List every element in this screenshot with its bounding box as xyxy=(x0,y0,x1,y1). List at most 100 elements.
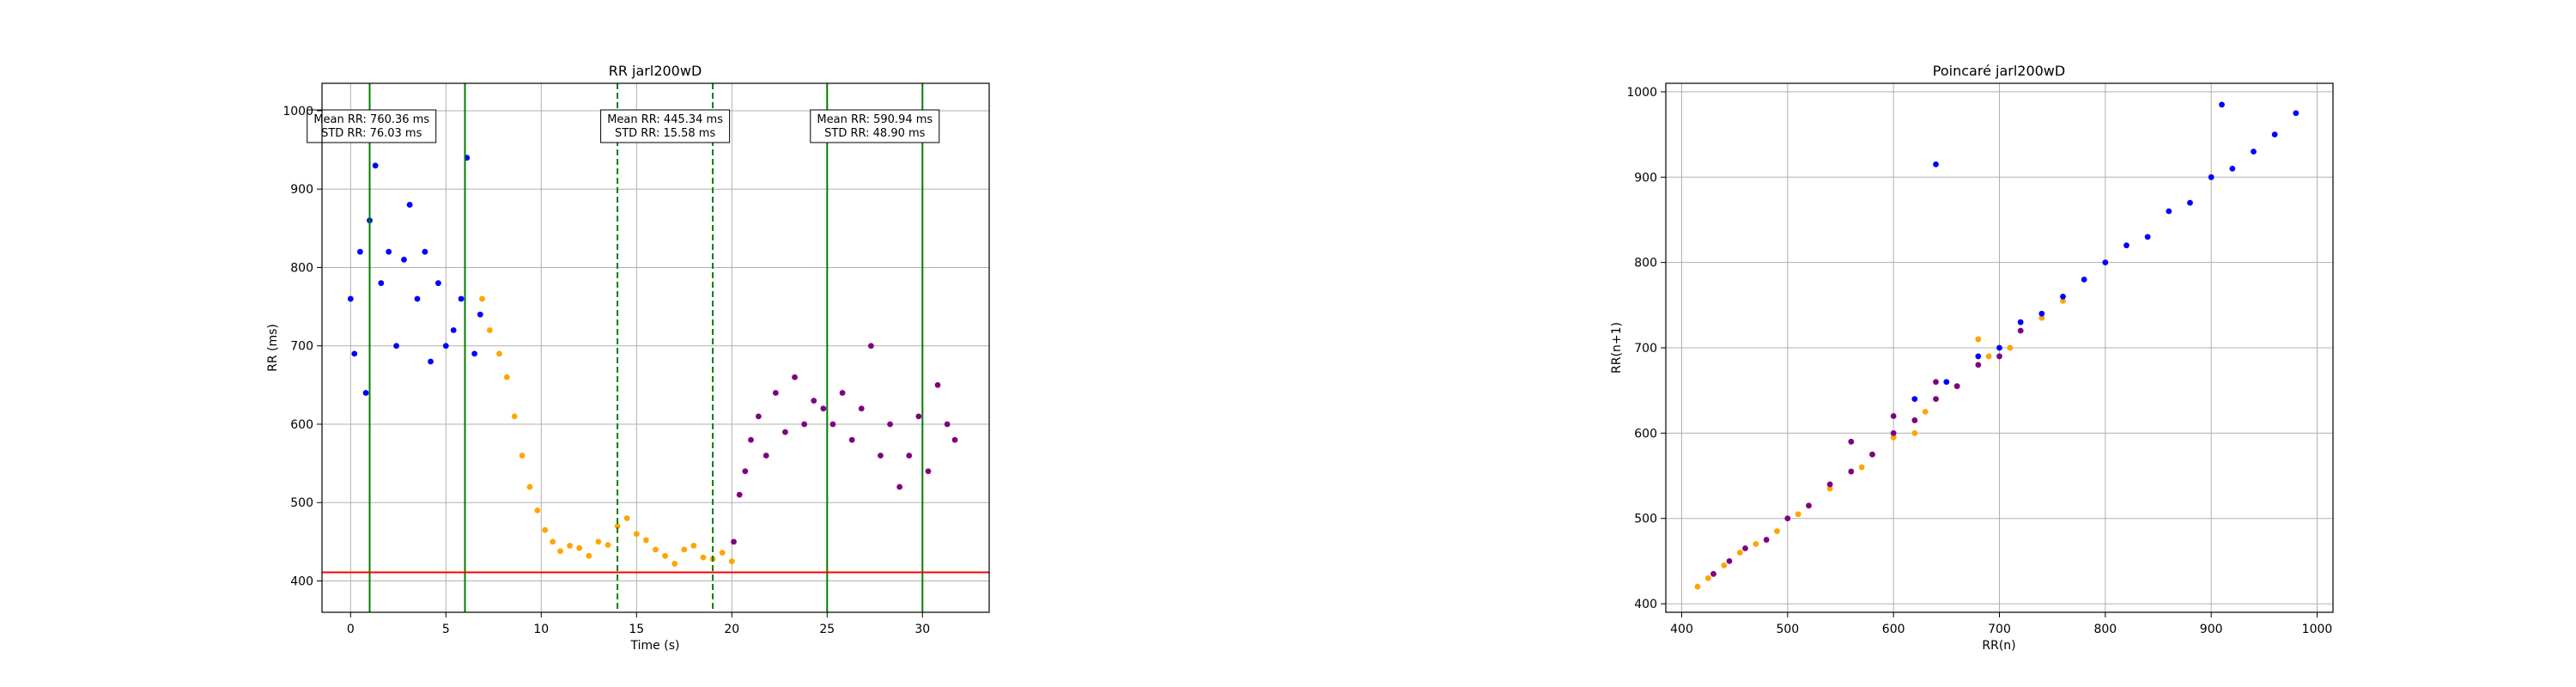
rr-point-blue xyxy=(459,296,465,302)
rr-point-orange xyxy=(519,453,526,459)
poincare-x-tick-label: 500 xyxy=(1776,623,1799,636)
poincare-x-axis-label: RR(n) xyxy=(1982,639,2015,653)
poincare-point-purple xyxy=(1784,515,1790,521)
rr-point-orange xyxy=(596,538,602,544)
rr-point-purple xyxy=(742,468,748,474)
rr-x-tick-label: 20 xyxy=(724,623,739,636)
rr-point-purple xyxy=(756,413,762,419)
rr-annotation-std: STD RR: 76.03 ms xyxy=(321,127,422,140)
rr-point-blue xyxy=(386,249,392,255)
poincare-x-tick-label: 700 xyxy=(1988,623,2011,636)
rr-point-purple xyxy=(915,413,921,419)
rr-point-blue xyxy=(378,280,384,286)
rr-point-purple xyxy=(952,437,958,443)
rr-point-blue xyxy=(435,280,441,286)
poincare-point-blue xyxy=(1996,345,2002,351)
rr-point-purple xyxy=(859,405,865,411)
poincare-point-orange xyxy=(1705,575,1711,581)
rr-point-blue xyxy=(422,249,428,255)
rr-point-blue xyxy=(363,390,369,396)
poincare-x-tick-label: 600 xyxy=(1882,623,1905,636)
rr-point-blue xyxy=(348,296,354,302)
poincare-point-orange xyxy=(1975,337,1981,343)
poincare-point-purple xyxy=(1869,452,1875,458)
poincare-point-orange xyxy=(1911,430,1917,436)
poincare-point-blue xyxy=(2081,277,2087,283)
poincare-point-blue xyxy=(2208,174,2215,180)
rr-x-tick-label: 15 xyxy=(629,623,644,636)
poincare-x-tick-label: 1000 xyxy=(2302,623,2333,636)
poincare-point-blue xyxy=(2229,166,2235,172)
poincare-point-purple xyxy=(1764,537,1770,543)
poincare-x-tick-label: 900 xyxy=(2200,623,2223,636)
rr-point-purple xyxy=(748,437,754,443)
rr-y-tick-label: 400 xyxy=(290,575,313,588)
poincare-point-purple xyxy=(1975,362,1981,368)
poincare-point-orange xyxy=(1721,562,1727,568)
rr-point-orange xyxy=(527,484,533,490)
rr-point-orange xyxy=(634,531,640,537)
rr-point-blue xyxy=(351,350,357,356)
rr-point-orange xyxy=(534,508,540,514)
poincare-y-tick-label: 400 xyxy=(1634,598,1657,611)
poincare-point-purple xyxy=(1848,469,1854,475)
rr-point-purple xyxy=(820,405,826,411)
rr-point-orange xyxy=(605,542,611,548)
rr-point-orange xyxy=(653,547,659,553)
rr-x-tick-label: 5 xyxy=(442,623,450,636)
poincare-y-tick-label: 700 xyxy=(1634,342,1657,356)
poincare-point-blue xyxy=(2018,319,2024,325)
rr-annotation-mean: Mean RR: 590.94 ms xyxy=(817,113,933,126)
rr-y-tick-label: 500 xyxy=(290,496,313,510)
rr-point-blue xyxy=(443,343,449,349)
poincare-x-ticks: 400 500 600 700 800 900 1000 xyxy=(1670,612,2332,636)
rr-point-orange xyxy=(662,553,668,559)
rr-point-blue xyxy=(477,312,483,318)
rr-point-orange xyxy=(624,515,630,521)
poincare-point-purple xyxy=(1996,354,2002,360)
poincare-point-orange xyxy=(1737,550,1743,556)
rr-point-blue xyxy=(357,249,363,255)
rr-point-orange xyxy=(496,350,502,356)
rr-y-tick-label: 800 xyxy=(290,261,313,275)
rr-point-blue xyxy=(393,343,399,349)
poincare-point-purple xyxy=(1911,417,1917,423)
poincare-chart: 400 500 600 700 800 900 1000 40050060070080090… xyxy=(1288,0,2576,687)
rr-point-orange xyxy=(586,553,592,559)
rr-point-blue xyxy=(373,162,379,168)
rr-point-purple xyxy=(801,422,807,428)
poincare-point-blue xyxy=(1911,396,1917,402)
rr-point-purple xyxy=(782,429,788,435)
poincare-point-orange xyxy=(1986,354,1992,360)
poincare-point-blue xyxy=(2251,149,2257,155)
rr-point-purple xyxy=(868,343,874,349)
rr-point-orange xyxy=(576,545,582,551)
poincare-point-blue xyxy=(2038,311,2044,317)
poincare-point-purple xyxy=(1954,383,1960,389)
poincare-point-orange xyxy=(1695,584,1701,590)
rr-point-blue xyxy=(428,359,434,365)
poincare-point-blue xyxy=(2123,242,2129,248)
rr-y-tick-label: 700 xyxy=(290,340,313,354)
rr-point-purple xyxy=(773,390,779,396)
poincare-point-orange xyxy=(1753,541,1759,547)
rr-point-blue xyxy=(415,296,421,302)
rr-x-axis-label: Time (s) xyxy=(630,639,680,653)
rr-x-tick-label: 0 xyxy=(347,623,355,636)
poincare-point-purple xyxy=(1727,558,1733,564)
poincare-y-ticks: 4005006007008009001000 xyxy=(1626,86,1666,611)
poincare-point-purple xyxy=(2018,328,2024,334)
poincare-point-purple xyxy=(1742,545,1748,551)
poincare-point-blue xyxy=(2219,101,2225,107)
rr-point-orange xyxy=(512,413,518,419)
rr-point-blue xyxy=(407,202,413,208)
rr-point-purple xyxy=(811,398,817,404)
poincare-point-blue xyxy=(2060,294,2066,300)
poincare-point-purple xyxy=(1848,439,1854,445)
poincare-point-blue xyxy=(2145,234,2151,240)
rr-y-ticks: 4005006007008009001000 xyxy=(283,105,322,589)
rr-point-orange xyxy=(701,555,707,561)
poincare-point-purple xyxy=(1827,482,1833,488)
rr-point-purple xyxy=(945,422,951,428)
poincare-point-blue xyxy=(2272,131,2278,137)
